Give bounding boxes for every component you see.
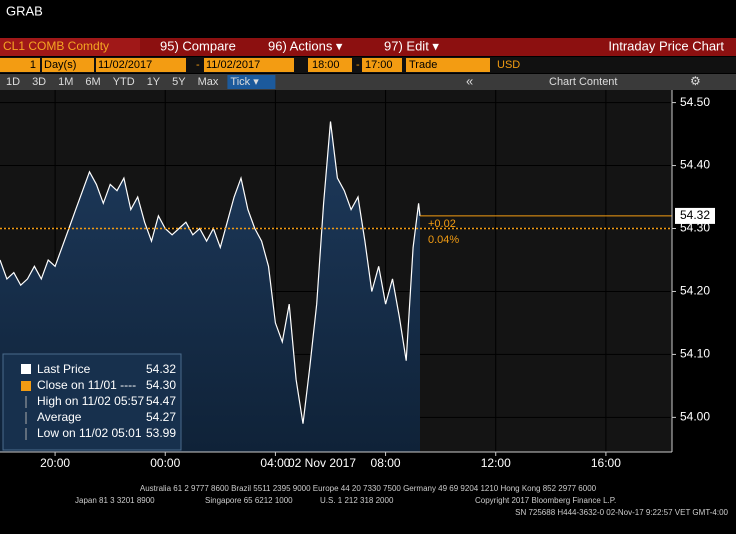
change-label: +0.02 — [428, 218, 456, 230]
menu-item[interactable]: 96) Actions ▾ — [268, 38, 343, 53]
last-price-box — [675, 207, 715, 224]
legend-label: High on 11/02 05:57 — [37, 394, 145, 408]
change-pct-label: 0.04% — [428, 234, 459, 246]
x-tick-label: 20:00 — [40, 456, 70, 470]
period-buttons: 1D 3D 1M 6M YTD 1Y 5Y Max Tick ▾ — [6, 75, 276, 89]
footer: Copyright 2017 Bloomberg Finance L.P. — [475, 496, 616, 505]
legend-value: 54.27 — [146, 410, 176, 424]
footer: Japan 81 3 3201 8900 — [75, 496, 155, 505]
last-price-label: 54.32 — [680, 208, 710, 222]
period-button[interactable]: 1D — [6, 76, 20, 88]
y-tick-label: 54.40 — [680, 158, 710, 172]
legend-swatch — [21, 381, 31, 391]
menu-item[interactable]: 97) Edit ▾ — [384, 38, 439, 53]
field[interactable] — [362, 58, 402, 72]
range-unit[interactable]: Day(s) — [44, 59, 76, 71]
field[interactable] — [308, 58, 352, 72]
period-button[interactable]: 1M — [58, 76, 73, 88]
event[interactable]: Trade — [409, 59, 437, 71]
dash: - — [196, 59, 200, 71]
currency: USD — [497, 59, 520, 71]
field[interactable] — [0, 58, 40, 72]
field[interactable] — [204, 58, 294, 72]
x-axis-label: 02 Nov 2017 — [288, 456, 356, 470]
period-bar — [0, 74, 736, 90]
y-tick-label: 54.00 — [680, 410, 710, 424]
x-tick-label: 12:00 — [481, 456, 511, 470]
security[interactable]: CL1 COMB Comdty — [3, 39, 109, 53]
period-button[interactable]: Tick ▾ — [230, 76, 259, 88]
end-date[interactable]: 11/02/2017 — [206, 59, 260, 71]
field[interactable] — [96, 58, 186, 72]
menu-bar — [0, 38, 736, 56]
period-button[interactable]: 1Y — [147, 76, 161, 88]
legend-swatch — [21, 364, 31, 374]
y-tick-label: 54.10 — [680, 347, 710, 361]
panel-title: Intraday Price Chart — [608, 38, 724, 53]
x-tick-label: 00:00 — [150, 456, 180, 470]
legend: Last Price 54.32 Close on 11/01 ---- 54.30H… — [2, 353, 182, 451]
y-tick-label: 54.50 — [680, 95, 710, 109]
x-tick-label: 08:00 — [371, 456, 401, 470]
dash: - — [356, 59, 360, 71]
security-box — [0, 38, 140, 56]
period-active — [227, 75, 276, 89]
legend-value: 54.32 — [146, 362, 176, 376]
start-date[interactable]: 11/02/2017 — [98, 59, 152, 71]
period-button[interactable]: 6M — [85, 76, 100, 88]
y-tick-label: 54.20 — [680, 284, 710, 298]
end-time[interactable]: 17:00 — [365, 59, 393, 71]
legend-box — [2, 353, 182, 451]
legend-label: Average — [37, 410, 82, 424]
period-button[interactable]: 5Y — [172, 76, 186, 88]
range-count[interactable]: 1 — [30, 59, 36, 71]
legend-value: 54.30 — [146, 378, 176, 392]
menu-item[interactable]: 95) Compare — [160, 38, 236, 53]
footer: SN 725688 H444-3632-0 02-Nov-17 9:22:57 … — [515, 508, 728, 517]
y-tick-label: 54.30 — [680, 221, 710, 235]
x-tick-label: 04:00 — [260, 456, 290, 470]
footer: U.S. 1 212 318 2000 — [320, 496, 394, 505]
back-button[interactable]: « — [466, 73, 473, 88]
legend-label: Close on 11/01 ---- — [37, 378, 136, 392]
settings-button[interactable]: ⚙ — [690, 74, 701, 88]
x-tick-label: 16:00 — [591, 456, 621, 470]
legend-label: Low on 11/02 05:01 — [37, 426, 142, 440]
footer: Singapore 65 6212 1000 — [205, 496, 293, 505]
period-button[interactable]: YTD — [113, 76, 135, 88]
period-button[interactable]: 3D — [32, 76, 46, 88]
legend-label: Last Price — [37, 362, 91, 376]
footer: Australia 61 2 9777 8600 Brazil 5511 239… — [140, 484, 597, 493]
field[interactable] — [42, 58, 94, 72]
period-button[interactable]: Max — [198, 76, 219, 88]
chart-content-button[interactable]: Chart Content — [549, 76, 617, 88]
plot: 54.00 54.10 54.20 54.30 54.40 54.50 20:00 00:00… — [0, 90, 715, 470]
window-title: GRAB — [6, 3, 43, 18]
start-time[interactable]: 18:00 — [312, 59, 340, 71]
legend-value: 54.47 — [146, 394, 176, 408]
legend-value: 53.99 — [146, 426, 176, 440]
field[interactable] — [406, 58, 490, 72]
